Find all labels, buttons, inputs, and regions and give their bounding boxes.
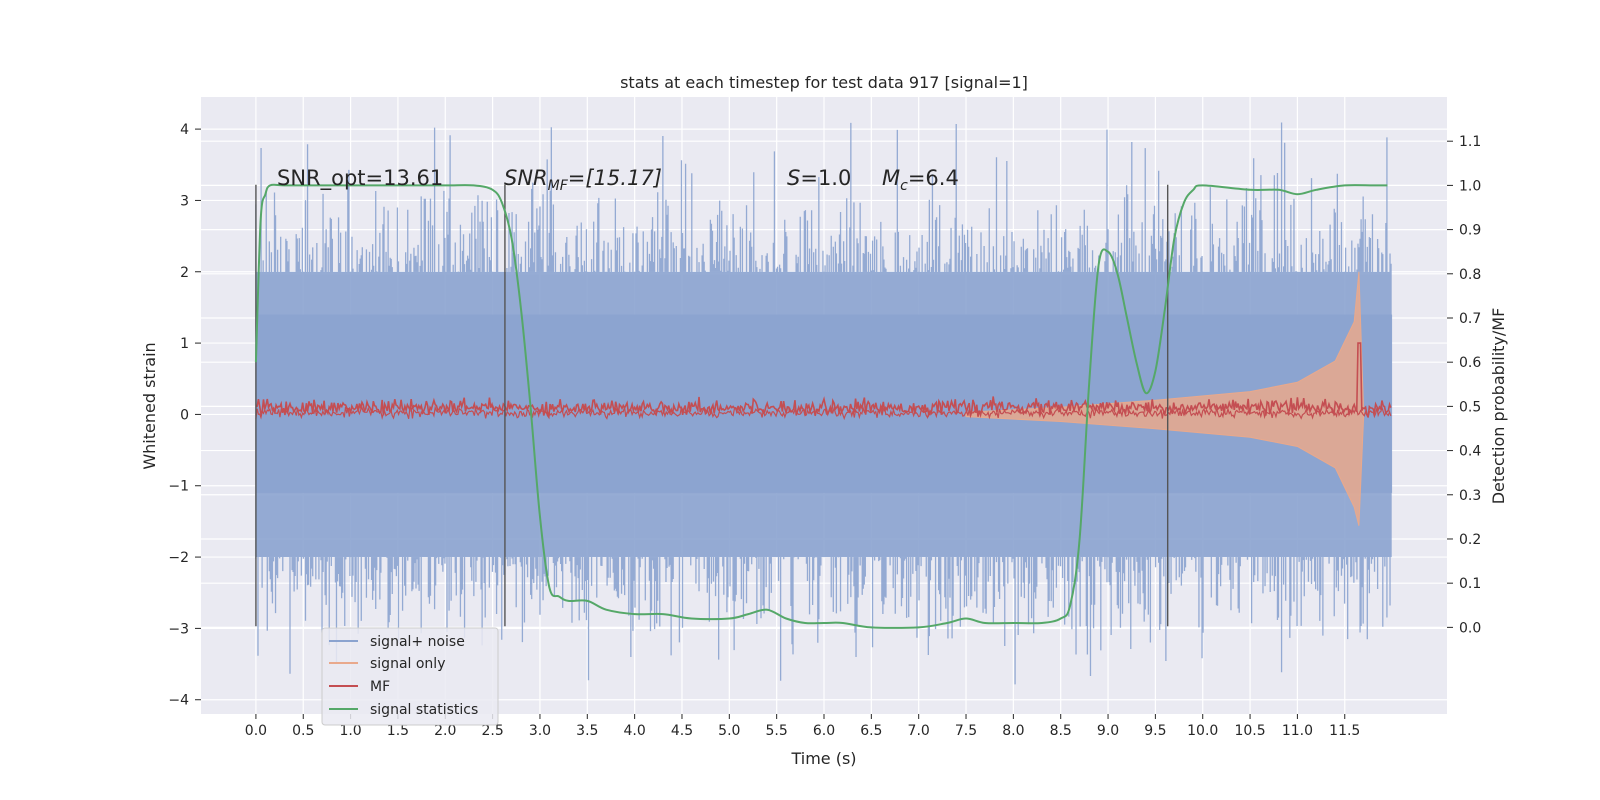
x-tick-label-0: 0.0	[245, 723, 267, 739]
vertical-markers	[255, 184, 1169, 627]
annotation-s-rest: =1.0	[800, 166, 851, 190]
yr-tick-label-7: 0.4	[1459, 444, 1481, 460]
x-tick-label-14: 7.0	[908, 723, 930, 739]
chart-title: stats at each timestep for test data 917…	[620, 73, 1028, 92]
y-left-axis-ticks: 4 3 2 1 0 −1 −2 −3 −4	[168, 122, 201, 709]
series-mf	[255, 342, 1392, 421]
x-tick-label-23: 11.5	[1329, 723, 1360, 739]
yr-tick-label-5: 0.6	[1459, 355, 1481, 371]
yr-tick-label-4: 0.7	[1459, 311, 1481, 327]
x-tick-label-3: 1.5	[387, 723, 409, 739]
yl-tick-label-1: 3	[180, 193, 189, 209]
series-signal-only	[965, 271, 1365, 526]
yr-tick-label-0: 1.1	[1459, 134, 1481, 150]
yl-tick-label-8: −4	[168, 693, 189, 709]
yr-tick-label-2: 0.9	[1459, 223, 1481, 239]
x-tick-label-5: 2.5	[481, 723, 503, 739]
signal-statistics-line	[254, 183, 1388, 629]
x-tick-label-11: 5.5	[766, 723, 788, 739]
x-tick-label-12: 6.0	[813, 723, 835, 739]
annotation-s-main: S	[787, 166, 800, 190]
annotation-snr-mf-rest: =[15.17]	[568, 166, 662, 190]
x-tick-label-4: 2.0	[434, 723, 456, 739]
annotation-mc-rest: =6.4	[908, 166, 959, 190]
x-tick-label-16: 8.0	[1002, 723, 1024, 739]
yl-tick-label-4: 0	[180, 407, 189, 423]
legend-label-signal-statistics: signal statistics	[370, 702, 478, 718]
legend: signal+ noise signal only MF signal stat…	[321, 627, 499, 726]
series-signal-statistics	[254, 183, 1388, 629]
signal-only-envelope	[965, 271, 1365, 526]
x-tick-label-20: 10.0	[1187, 723, 1218, 739]
x-tick-label-17: 8.5	[1050, 723, 1072, 739]
legend-box	[321, 627, 499, 726]
x-axis-ticks: 0.0 0.5 1.0 1.5 2.0 2.5 3.0 3.5 4.0 4.5 5.0 5.5 6.0 6…	[245, 714, 1360, 739]
yr-tick-label-6: 0.5	[1459, 399, 1481, 415]
yr-tick-label-1: 1.0	[1459, 178, 1481, 194]
legend-label-mf: MF	[370, 679, 390, 695]
annotation-snr-opt: SNR_opt=13.61	[277, 166, 443, 191]
x-tick-label-8: 4.0	[624, 723, 646, 739]
y-left-axis-label: Whitened strain	[140, 342, 159, 469]
x-tick-label-19: 9.5	[1144, 723, 1166, 739]
y-right-axis-label: Detection probability/MF	[1489, 308, 1508, 505]
x-tick-label-15: 7.5	[955, 723, 977, 739]
yl-tick-label-7: −3	[168, 621, 189, 637]
x-tick-label-6: 3.0	[529, 723, 551, 739]
annotation-snr-mf-sub: MF	[548, 178, 569, 194]
x-tick-label-2: 1.0	[339, 723, 361, 739]
x-axis-label: Time (s)	[790, 749, 856, 768]
x-tick-label-1: 0.5	[292, 723, 314, 739]
yl-tick-label-6: −2	[168, 550, 189, 566]
legend-label-signal-plus-noise: signal+ noise	[370, 634, 465, 650]
yr-tick-label-3: 0.8	[1459, 267, 1481, 283]
x-tick-label-22: 11.0	[1282, 723, 1313, 739]
yl-tick-label-0: 4	[180, 122, 189, 138]
annotation-mc: Mc=6.4	[882, 166, 959, 194]
annotation-snr-mf: SNRMF=[15.17]	[504, 166, 662, 194]
annotation-snr-mf-main: SNR	[504, 166, 548, 190]
x-tick-label-7: 3.5	[576, 723, 598, 739]
yl-tick-label-2: 2	[180, 265, 189, 281]
annotation-s: S=1.0	[787, 166, 851, 190]
yr-tick-label-8: 0.3	[1459, 488, 1481, 504]
x-tick-label-9: 4.5	[671, 723, 693, 739]
x-tick-label-13: 6.5	[860, 723, 882, 739]
x-tick-label-18: 9.0	[1097, 723, 1119, 739]
yr-tick-label-11: 0.0	[1459, 620, 1481, 636]
x-tick-label-21: 10.5	[1234, 723, 1265, 739]
yr-tick-label-10: 0.1	[1459, 576, 1481, 592]
annotation-mc-sub: c	[900, 178, 908, 194]
yr-tick-label-9: 0.2	[1459, 532, 1481, 548]
y-right-axis-ticks: 1.1 1.0 0.9 0.8 0.7 0.6 0.5 0.4 0.3 0.2 0.1 0.0	[1447, 134, 1481, 636]
yl-tick-label-5: −1	[168, 479, 189, 495]
x-tick-label-10: 5.0	[718, 723, 740, 739]
yl-tick-label-3: 1	[180, 336, 189, 352]
annotation-mc-main: M	[882, 166, 900, 190]
legend-label-signal-only: signal only	[370, 656, 445, 672]
mf-line-lower	[255, 404, 1392, 421]
